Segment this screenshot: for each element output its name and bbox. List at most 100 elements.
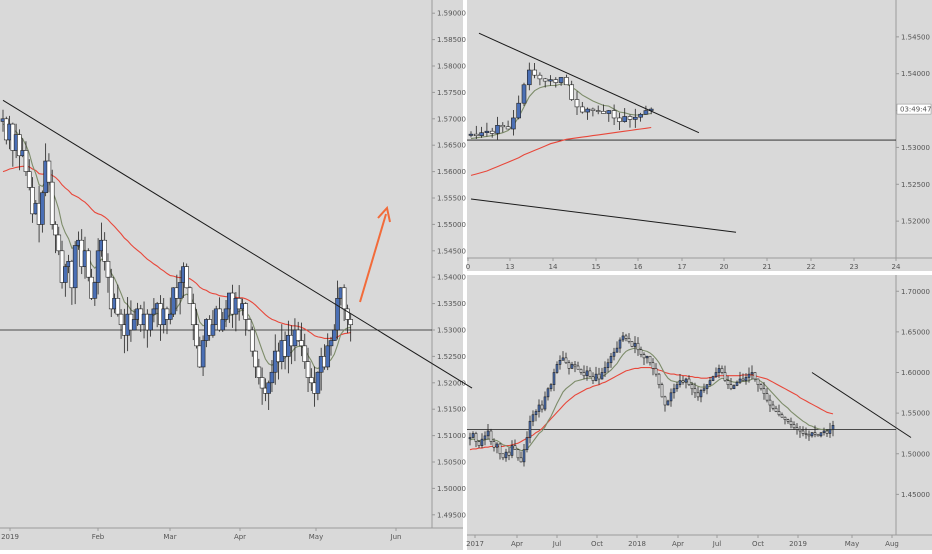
- candle-body: [744, 377, 748, 381]
- candle-body: [774, 407, 778, 412]
- candle-body: [708, 380, 712, 385]
- weekly-chart-pane[interactable]: 1.70000 1.65000 1.60000 1.55000 1.50000 1.450…: [466, 275, 932, 548]
- candle-body: [325, 345, 331, 368]
- candle-body: [495, 125, 500, 134]
- candle-body: [771, 404, 775, 409]
- candle-body: [501, 453, 505, 459]
- time-tick-label: Feb: [92, 533, 105, 541]
- candle-body: [687, 378, 691, 385]
- time-tick-label: Apr: [234, 533, 246, 541]
- candle-body: [92, 282, 98, 299]
- candle-body: [492, 441, 496, 448]
- candle-body: [632, 116, 638, 120]
- candle-body: [603, 367, 607, 373]
- candle-body: [246, 319, 252, 331]
- candle-body: [302, 345, 308, 362]
- candle-body: [702, 388, 706, 391]
- candle-body: [525, 437, 529, 450]
- candle-body: [579, 106, 585, 113]
- candle-body: [564, 77, 569, 86]
- candle-body: [507, 451, 511, 456]
- intraday-chart-pane[interactable]: 1.545001.540001.535001.530001.525001.520…: [466, 0, 932, 271]
- candle-body: [489, 430, 493, 442]
- candle-body: [184, 266, 189, 289]
- candle-body: [828, 429, 832, 434]
- candle-body: [474, 433, 478, 442]
- price-tick-label: 1.49500: [437, 511, 466, 519]
- candle-body: [753, 372, 757, 380]
- price-tick-label: 1.54500: [437, 247, 466, 255]
- candle-body: [639, 349, 643, 355]
- candle-body: [618, 339, 622, 349]
- candle-body: [591, 376, 595, 381]
- candle-body: [486, 430, 490, 437]
- candle-body: [816, 433, 820, 437]
- candle-body: [85, 250, 91, 278]
- candle-body: [672, 388, 676, 394]
- candle-body: [594, 373, 598, 381]
- candle-body: [606, 110, 612, 114]
- candle-body: [822, 430, 826, 433]
- candle-body: [477, 441, 481, 446]
- pane-separator-vertical: [463, 0, 467, 550]
- candle-body: [729, 384, 733, 390]
- candle-body: [305, 361, 311, 378]
- price-tick-label: 1.50000: [901, 450, 930, 458]
- candle-body: [341, 287, 347, 310]
- candle-body: [56, 234, 62, 252]
- time-tick-label: 0: [466, 263, 470, 271]
- candle-body: [495, 443, 499, 448]
- candle-body: [504, 451, 508, 459]
- candle-body: [622, 116, 628, 122]
- price-tick-label: 1.59000: [437, 10, 466, 18]
- candle-body: [480, 438, 484, 446]
- time-tick-label: 2019: [1, 533, 19, 541]
- candle-body: [243, 303, 249, 320]
- price-tick-label: 1.57500: [437, 89, 466, 97]
- candle-body: [53, 224, 58, 236]
- candle-body: [266, 382, 271, 394]
- candle-body: [666, 400, 670, 406]
- candle-body: [633, 342, 637, 347]
- candle-body: [783, 416, 787, 420]
- candle-body: [669, 392, 673, 402]
- candle-body: [532, 69, 537, 76]
- trendline: [470, 198, 737, 233]
- candle-body: [510, 445, 514, 456]
- time-tick-label: May: [845, 540, 859, 548]
- time-tick-label: 23: [850, 263, 859, 271]
- candle-body: [777, 411, 781, 416]
- candle-body: [807, 433, 811, 437]
- candle-body: [570, 364, 574, 369]
- candle-body: [819, 432, 823, 437]
- candle-body: [46, 160, 52, 183]
- candle-body: [750, 372, 754, 375]
- candle-body: [555, 364, 559, 373]
- candle-body: [171, 287, 176, 315]
- candle-body: [648, 355, 652, 364]
- price-tick-label: 1.56500: [437, 142, 466, 150]
- candle-body: [200, 340, 206, 368]
- candle-body: [711, 376, 715, 381]
- candle-body: [95, 250, 101, 283]
- candle-body: [735, 381, 739, 386]
- candle-body: [617, 117, 622, 122]
- candle-body: [295, 329, 301, 341]
- candle-body: [654, 368, 658, 375]
- candle-body: [558, 360, 562, 365]
- daily-chart-pane[interactable]: 1.59000 1.58500 1.58000 1.57500 1.57000 1.565…: [0, 0, 473, 541]
- candle-body: [118, 313, 124, 326]
- time-tick-label: 16: [634, 263, 643, 271]
- price-time-badge: [896, 103, 932, 115]
- projection-arrow-shaft: [359, 213, 387, 303]
- candle-body: [642, 354, 646, 359]
- candle-body: [187, 287, 193, 304]
- price-tick-label: 1.65000: [901, 328, 930, 336]
- candle-body: [526, 69, 532, 86]
- candle-body: [102, 239, 107, 262]
- candle-body: [825, 430, 829, 434]
- candle-body: [17, 134, 22, 157]
- candle-body: [468, 133, 474, 136]
- candle-body: [511, 117, 516, 130]
